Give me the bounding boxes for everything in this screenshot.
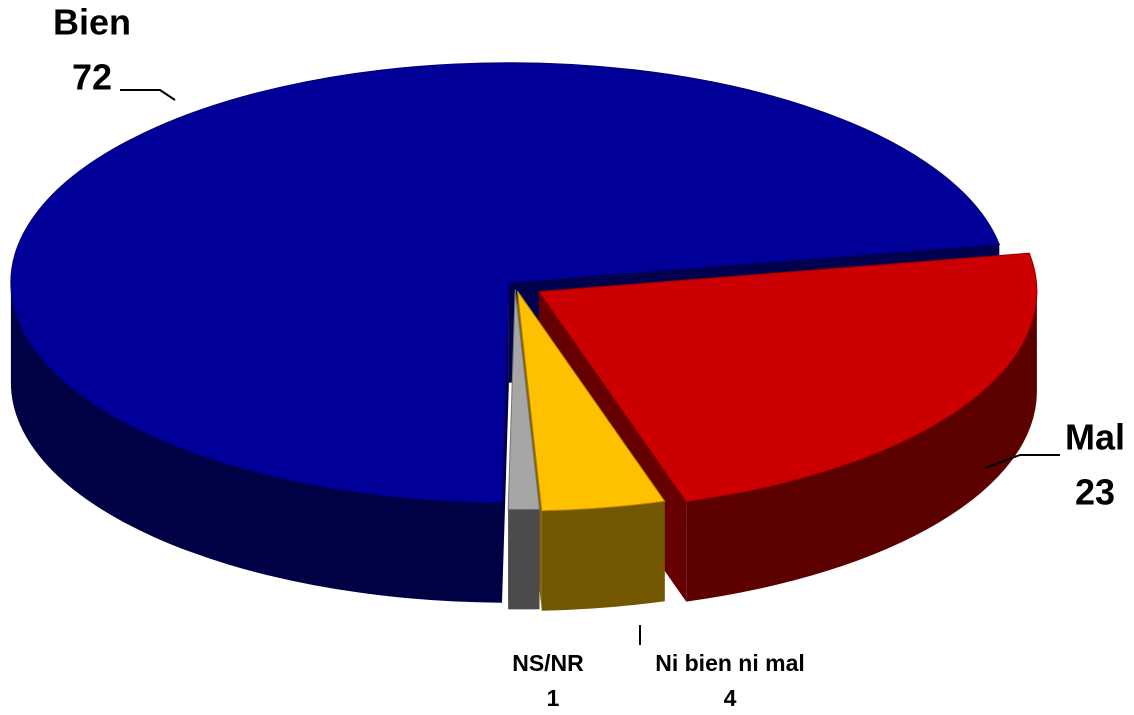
label-value: 72 [72,57,112,98]
label-name: Bien [53,2,131,43]
slice-side [686,291,1037,602]
slice [10,62,1001,504]
leader-line [984,454,1060,469]
pie [10,62,1038,611]
slice-face [502,282,509,603]
label-value: 4 [724,685,737,711]
slice-side [508,509,540,610]
leader-line [120,89,176,101]
label-name: NS/NR [512,650,584,676]
slice [516,290,666,512]
label-value: 1 [547,685,560,711]
slice-side [541,501,665,611]
slice [537,252,1038,503]
label-value: 23 [1075,472,1115,513]
label-name: Mal [1065,417,1125,458]
slice-side [10,282,503,603]
label-name: Ni bien ni mal [655,650,805,676]
slice [507,289,541,510]
